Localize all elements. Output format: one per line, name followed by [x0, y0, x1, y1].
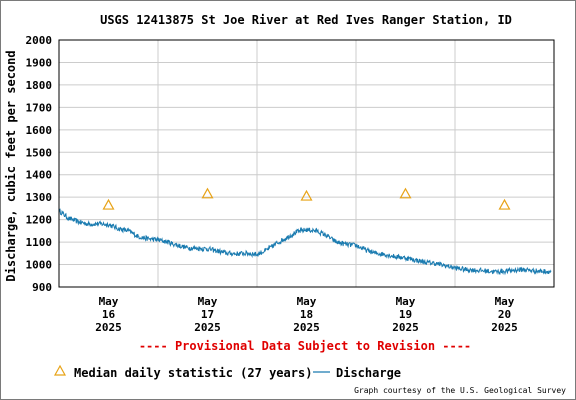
- provisional-note: ---- Provisional Data Subject to Revisio…: [139, 339, 471, 353]
- y-tick-label: 1600: [26, 124, 53, 137]
- x-tick-label: May 20 2025: [491, 295, 518, 334]
- legend-median-label: Median daily statistic (27 years): [74, 366, 312, 380]
- median-legend-icon: [53, 364, 67, 376]
- y-tick-label: 1900: [26, 56, 53, 69]
- x-tick-labels: May 16 2025 May 17 2025 May 18 2025 May 19 2025 May 2…: [95, 295, 518, 334]
- median-marker: [498, 198, 511, 210]
- legend-discharge-label: Discharge: [336, 366, 401, 380]
- chart-title: USGS 12413875 St Joe River at Red Ives R…: [100, 13, 512, 27]
- x-tick-label: May 16 2025: [95, 295, 122, 334]
- x-tick-label: May 18 2025: [293, 295, 320, 334]
- y-tick-label: 1200: [26, 214, 53, 227]
- median-markers: [102, 187, 511, 210]
- y-tick-label: 1300: [26, 191, 53, 204]
- y-tick-label: 1500: [26, 146, 53, 159]
- discharge-series: [58, 208, 552, 276]
- grid: [59, 40, 554, 287]
- discharge-line: [58, 208, 552, 276]
- x-tick-label: May 19 2025: [392, 295, 419, 334]
- y-tick-label: 1000: [26, 259, 53, 272]
- median-marker: [399, 187, 412, 199]
- y-tick-labels: 900 1000 1100 1200 1300 1400 1500 1600 1700 1800 1…: [26, 34, 53, 294]
- y-tick-label: 900: [32, 281, 52, 294]
- median-marker: [201, 187, 214, 199]
- plot-area-border: [58, 39, 555, 288]
- y-tick-label: 1100: [26, 236, 53, 249]
- y-tick-label: 1700: [26, 101, 53, 114]
- x-tick-label: May 17 2025: [194, 295, 221, 334]
- median-marker: [102, 198, 115, 210]
- legend: Median daily statistic (27 years) Discha…: [53, 364, 401, 380]
- y-tick-label: 1400: [26, 169, 53, 182]
- y-tick-label: 2000: [26, 34, 53, 47]
- median-marker: [300, 189, 313, 201]
- credit-text: Graph courtesy of the U.S. Geological Su…: [354, 386, 566, 395]
- y-axis-label: Discharge, cubic feet per second: [4, 50, 18, 281]
- y-tick-label: 1800: [26, 79, 53, 92]
